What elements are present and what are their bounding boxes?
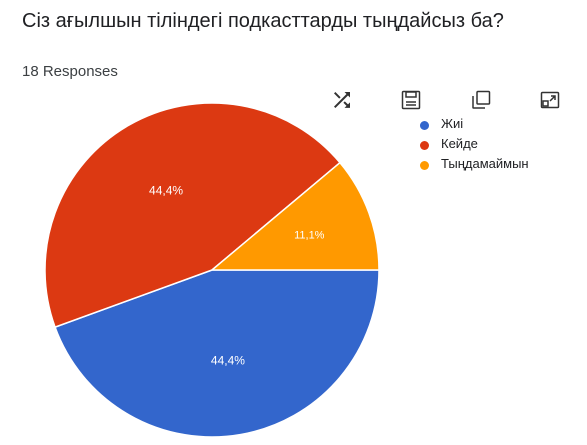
legend-label-zhii: Жиі bbox=[441, 116, 464, 131]
slice-tyndamaimyn-label: 11,1% bbox=[294, 230, 325, 242]
response-count: 18 Responses bbox=[22, 63, 118, 80]
legend-swatch-keide bbox=[420, 141, 429, 150]
legend-swatch-tyndamaimyn bbox=[420, 161, 429, 170]
legend-label-keide: Кейде bbox=[441, 136, 478, 151]
chart-toolbar bbox=[0, 88, 587, 112]
slice-keide-label: 44,4% bbox=[149, 183, 183, 197]
chart-legend: Жиі Кейде Тыңдамаймын bbox=[420, 117, 580, 177]
legend-label-tyndamaimyn: Тыңдамаймын bbox=[441, 156, 529, 171]
legend-item-zhii: Жиі bbox=[420, 117, 580, 130]
expand-icon[interactable] bbox=[538, 88, 562, 112]
slice-keide[interactable] bbox=[44, 102, 341, 329]
legend-item-keide: Кейде bbox=[420, 137, 580, 150]
chart-title: Сіз ағылшын тіліндегі подкасттарды тыңда… bbox=[22, 10, 504, 32]
shuffle-icon[interactable] bbox=[330, 88, 354, 112]
legend-item-tyndamaimyn: Тыңдамаймын bbox=[420, 157, 580, 170]
slice-tyndamaimyn[interactable] bbox=[209, 161, 380, 271]
legend-swatch-zhii bbox=[420, 121, 429, 130]
slice-zhii-label: 44,4% bbox=[211, 353, 245, 367]
copy-icon[interactable] bbox=[469, 88, 493, 112]
slice-zhii[interactable] bbox=[54, 269, 380, 438]
save-icon[interactable] bbox=[399, 88, 423, 112]
